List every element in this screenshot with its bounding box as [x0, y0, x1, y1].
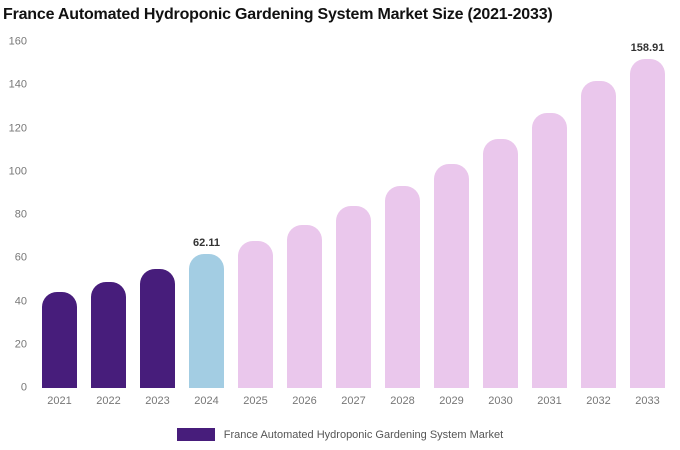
y-tick-label: 160 — [8, 35, 27, 48]
bar-2029[interactable] — [434, 164, 469, 388]
legend-item-label[interactable]: France Automated Hydroponic Gardening Sy… — [223, 428, 504, 441]
bar-slot — [476, 42, 525, 388]
x-axis-labels: 2021 2022 2023 2024 2025 2026 2027 2028 2029 2030… — [35, 395, 672, 407]
x-axis-label: 2023 — [145, 395, 170, 407]
y-tick-label: 20 — [14, 338, 27, 351]
y-tick-label: 140 — [8, 78, 27, 91]
x-axis-label: 2030 — [488, 395, 513, 407]
chart-area: 0 20 40 60 80 100 120 140 160 62.11 158.91 2021 20… — [0, 36, 672, 407]
bar-slot — [525, 42, 574, 388]
bar-slot — [378, 42, 427, 388]
bar-slot — [35, 42, 84, 388]
x-axis-label: 2026 — [292, 395, 317, 407]
bar-2021[interactable] — [42, 292, 77, 388]
bar-slot — [427, 42, 476, 388]
x-axis-label: 2022 — [96, 395, 121, 407]
bar-slot — [84, 42, 133, 388]
bar-2033[interactable] — [630, 59, 665, 388]
bar-slot — [574, 42, 623, 388]
x-axis-label: 2031 — [537, 395, 562, 407]
x-axis-label: 2033 — [635, 395, 660, 407]
x-axis-label: 2029 — [439, 395, 464, 407]
bar-2027[interactable] — [336, 206, 371, 388]
x-axis-label: 2021 — [47, 395, 72, 407]
bar-slot: 62.11 — [182, 42, 231, 388]
y-tick-label: 60 — [14, 251, 27, 264]
bar-value-label: 158.91 — [630, 42, 665, 54]
bar-2023[interactable] — [140, 269, 175, 388]
y-tick-label: 40 — [14, 295, 27, 307]
bar-slot — [329, 42, 378, 388]
bar-2031[interactable] — [532, 112, 567, 388]
chart-title: France Automated Hydroponic Gardening Sy… — [3, 6, 553, 23]
y-tick-label: 80 — [14, 208, 27, 221]
y-axis: 0 20 40 60 80 100 120 140 160 — [0, 36, 35, 393]
x-axis-label: 2032 — [586, 395, 611, 407]
bar-value-label: 62.11 — [193, 236, 220, 249]
x-axis-label: 2028 — [390, 395, 415, 407]
bar-2030[interactable] — [483, 139, 518, 388]
bar-slot — [231, 42, 280, 388]
plot-wrap: 62.11 158.91 2021 2022 2023 2024 2025 2026 2027… — [35, 42, 672, 407]
legend-swatch[interactable] — [176, 428, 215, 441]
bar-2032[interactable] — [581, 80, 616, 388]
x-axis-label: 2025 — [243, 395, 268, 407]
bar-slot — [133, 42, 182, 388]
bar-2024[interactable] — [189, 253, 224, 388]
y-tick-label: 120 — [8, 122, 27, 134]
plot-area: 62.11 158.91 — [35, 42, 672, 388]
bar-2028[interactable] — [385, 186, 420, 388]
bar-2026[interactable] — [287, 225, 322, 388]
bar-slot: 158.91 — [623, 42, 672, 388]
bar-slot — [280, 42, 329, 388]
x-axis-label: 2027 — [341, 395, 366, 407]
bar-2025[interactable] — [238, 241, 273, 388]
bar-2022[interactable] — [91, 281, 126, 388]
legend: France Automated Hydroponic Gardening Sy… — [0, 428, 680, 441]
y-tick-label: 100 — [8, 165, 27, 178]
x-axis-label: 2024 — [194, 395, 219, 407]
y-tick-label: 0 — [20, 381, 27, 394]
